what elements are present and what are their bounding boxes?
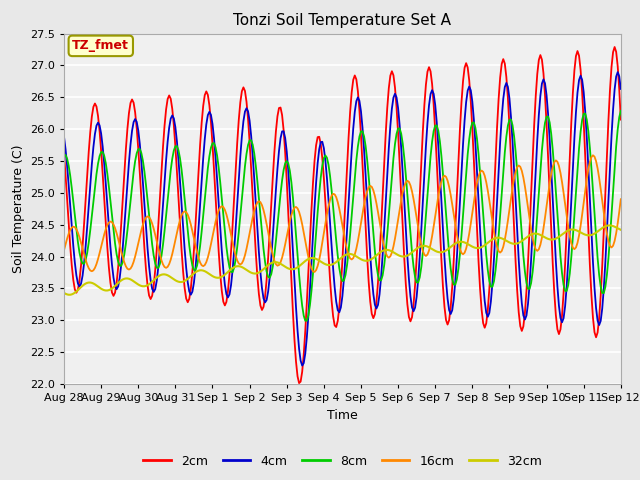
2cm (611, 44, 618, 50)
2cm (60, 150, 68, 156)
8cm (550, 167, 558, 172)
16cm (379, 237, 387, 242)
32cm (397, 253, 405, 259)
32cm (410, 248, 417, 254)
8cm (397, 131, 405, 136)
16cm (550, 159, 558, 165)
Line: 8cm: 8cm (64, 111, 621, 321)
16cm (410, 196, 417, 202)
2cm (617, 117, 625, 122)
4cm (76, 284, 83, 289)
8cm (60, 152, 68, 158)
4cm (614, 69, 621, 75)
2cm (164, 96, 172, 102)
16cm (310, 269, 318, 275)
16cm (617, 196, 625, 202)
4cm (617, 86, 625, 92)
8cm (164, 197, 172, 203)
Line: 4cm: 4cm (64, 72, 621, 366)
2cm (397, 192, 405, 198)
2cm (379, 192, 387, 198)
8cm (301, 318, 309, 324)
32cm (606, 223, 614, 228)
16cm (60, 247, 68, 253)
Line: 2cm: 2cm (64, 47, 621, 383)
16cm (397, 198, 405, 204)
Line: 32cm: 32cm (64, 226, 621, 295)
Title: Tonzi Soil Temperature Set A: Tonzi Soil Temperature Set A (234, 13, 451, 28)
16cm (164, 264, 172, 270)
2cm (550, 290, 558, 296)
32cm (60, 290, 68, 296)
4cm (379, 252, 387, 258)
4cm (550, 228, 558, 234)
2cm (410, 302, 417, 308)
4cm (60, 134, 68, 140)
32cm (617, 227, 625, 233)
Line: 16cm: 16cm (64, 156, 621, 272)
32cm (165, 273, 173, 279)
4cm (397, 144, 405, 150)
8cm (410, 264, 417, 270)
16cm (76, 234, 83, 240)
8cm (76, 250, 83, 255)
32cm (77, 284, 85, 290)
32cm (379, 248, 387, 254)
4cm (164, 139, 172, 144)
4cm (410, 308, 417, 314)
4cm (298, 363, 306, 369)
8cm (617, 108, 625, 114)
8cm (379, 273, 387, 278)
X-axis label: Time: Time (327, 408, 358, 421)
32cm (65, 292, 72, 298)
Legend: 2cm, 4cm, 8cm, 16cm, 32cm: 2cm, 4cm, 8cm, 16cm, 32cm (138, 450, 547, 473)
32cm (550, 236, 558, 242)
2cm (76, 277, 83, 283)
Y-axis label: Soil Temperature (C): Soil Temperature (C) (12, 144, 24, 273)
2cm (295, 380, 303, 386)
Text: TZ_fmet: TZ_fmet (72, 39, 129, 52)
16cm (589, 153, 596, 158)
